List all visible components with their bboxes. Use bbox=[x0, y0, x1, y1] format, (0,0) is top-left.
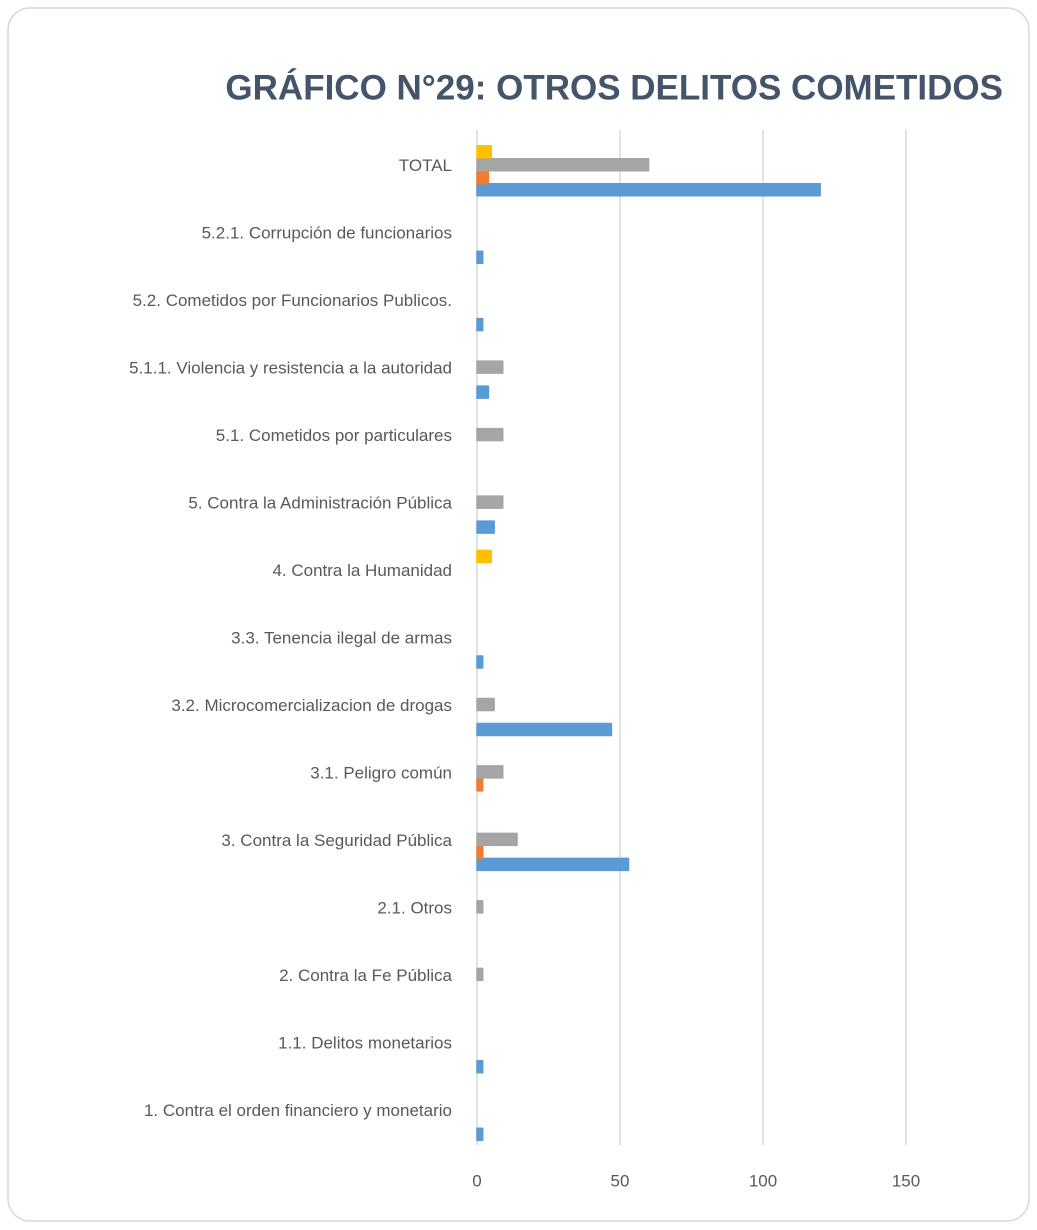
x-tick-label: 100 bbox=[749, 1171, 777, 1190]
x-tick-label: 0 bbox=[472, 1171, 481, 1190]
bar bbox=[476, 549, 493, 564]
bar bbox=[476, 697, 495, 712]
bar bbox=[476, 1127, 484, 1142]
bar bbox=[476, 250, 484, 264]
bar bbox=[476, 317, 484, 332]
x-tick-label: 150 bbox=[892, 1171, 920, 1190]
bar bbox=[476, 170, 490, 185]
y-tick-label: 5.2. Cometidos por Funcionarios Publicos… bbox=[133, 291, 452, 310]
y-tick-label: 2.1. Otros bbox=[377, 898, 452, 917]
bar bbox=[476, 845, 484, 860]
y-tick-label: 1. Contra el orden financiero y monetari… bbox=[144, 1101, 452, 1120]
y-tick-label: TOTAL bbox=[399, 156, 452, 175]
y-tick-label: 4. Contra la Humanidad bbox=[272, 561, 452, 580]
bar bbox=[476, 857, 630, 872]
bar bbox=[476, 495, 504, 509]
bar bbox=[476, 1060, 484, 1074]
y-tick-label: 5.2.1. Corrupción de funcionarios bbox=[202, 224, 452, 243]
chart-title: GRÁFICO N°29: OTROS DELITOS COMETIDOS bbox=[225, 67, 1003, 107]
bar bbox=[476, 182, 821, 197]
y-tick-label: 3.1. Peligro común bbox=[310, 763, 452, 782]
bar bbox=[476, 832, 518, 847]
bar bbox=[476, 900, 484, 914]
bar bbox=[476, 360, 504, 374]
chart-card bbox=[7, 7, 1030, 1222]
y-tick-label: 3. Contra la Seguridad Pública bbox=[221, 831, 452, 850]
y-tick-label: 3.2. Microcomercializacion de drogas bbox=[171, 696, 452, 715]
y-tick-label: 3.3. Tenencia ilegal de armas bbox=[231, 628, 452, 647]
bar bbox=[476, 427, 504, 442]
x-tick-label: 50 bbox=[611, 1171, 630, 1190]
y-tick-label: 5.1.1. Violencia y resistencia a la auto… bbox=[129, 359, 452, 378]
bar bbox=[476, 144, 493, 159]
bar bbox=[476, 385, 490, 399]
y-tick-label: 5. Contra la Administración Pública bbox=[188, 494, 452, 513]
bar bbox=[476, 778, 484, 792]
bar bbox=[476, 722, 613, 737]
bar bbox=[476, 157, 650, 172]
bar bbox=[476, 765, 504, 779]
y-tick-label: 2. Contra la Fe Pública bbox=[279, 966, 452, 985]
bar bbox=[476, 655, 484, 669]
bar bbox=[476, 967, 484, 982]
y-tick-label: 1.1. Delitos monetarios bbox=[278, 1033, 452, 1052]
bar bbox=[476, 520, 495, 534]
y-tick-label: 5.1. Cometidos por particulares bbox=[216, 426, 452, 445]
